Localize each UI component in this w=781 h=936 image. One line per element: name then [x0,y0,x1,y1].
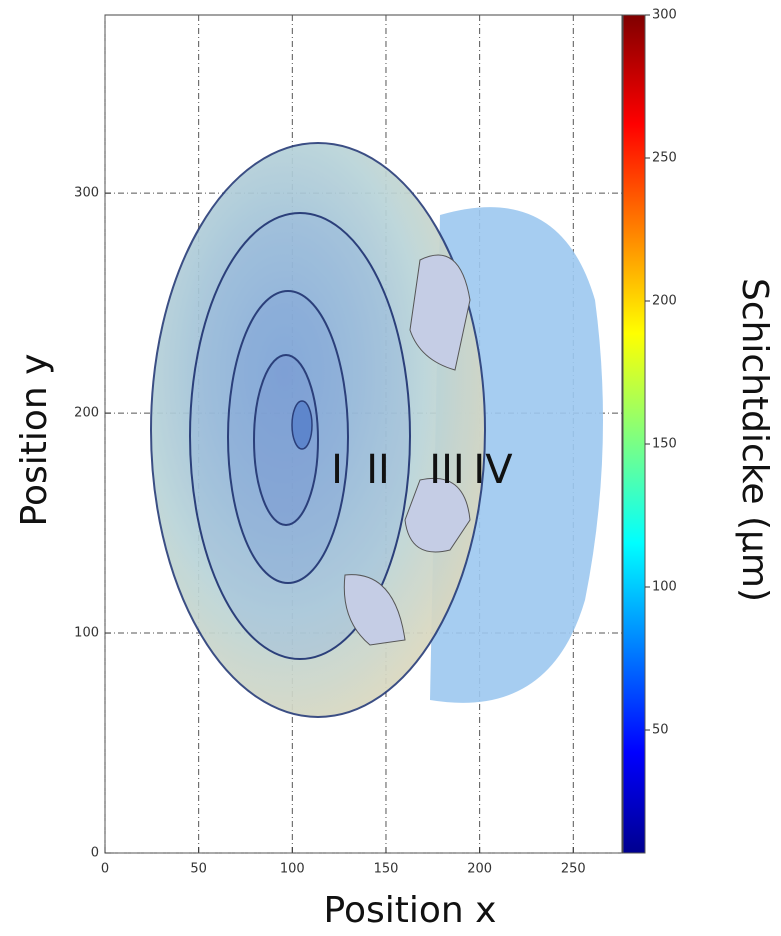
region-label: II [366,447,390,493]
colorbar-tick-label: 150 [652,437,677,452]
x-tick-label: 250 [561,862,586,877]
colorbar [622,14,646,854]
region-boundary [253,354,319,526]
region-label: III [429,447,464,493]
y-tick-label: 100 [74,626,99,641]
x-tick-label: 150 [374,862,399,877]
wheel-spoke-gap [409,254,471,371]
y-tick-label: 200 [74,406,99,421]
y-tick-label: 0 [91,846,99,861]
colorbar-tick-label: 300 [652,8,677,23]
x-axis-label: Position x [324,890,497,931]
x-tick-label: 100 [280,862,305,877]
y-tick-label: 300 [74,186,99,201]
colorbar-tick-label: 250 [652,151,677,166]
colorbar-tick-label: 200 [652,294,677,309]
region-label: I [331,447,343,493]
region-label: IV [473,447,513,493]
colorbar-label: Schichtdicke (µm) [734,278,775,602]
foreground: Position x Position y Schichtdicke (µm) … [14,8,775,932]
x-tick-label: 50 [190,862,207,877]
wheel-spoke-gap [343,574,406,646]
region-boundary [227,290,349,584]
x-tick-label: 0 [101,862,109,877]
wheel-hub [291,400,313,450]
colorbar-tick-label: 50 [652,723,669,738]
colorbar-tick-label: 100 [652,580,677,595]
x-tick-label: 200 [467,862,492,877]
wheel-spoke-gap [404,477,471,553]
wheel-image [150,142,603,718]
y-axis-label: Position y [14,354,55,527]
